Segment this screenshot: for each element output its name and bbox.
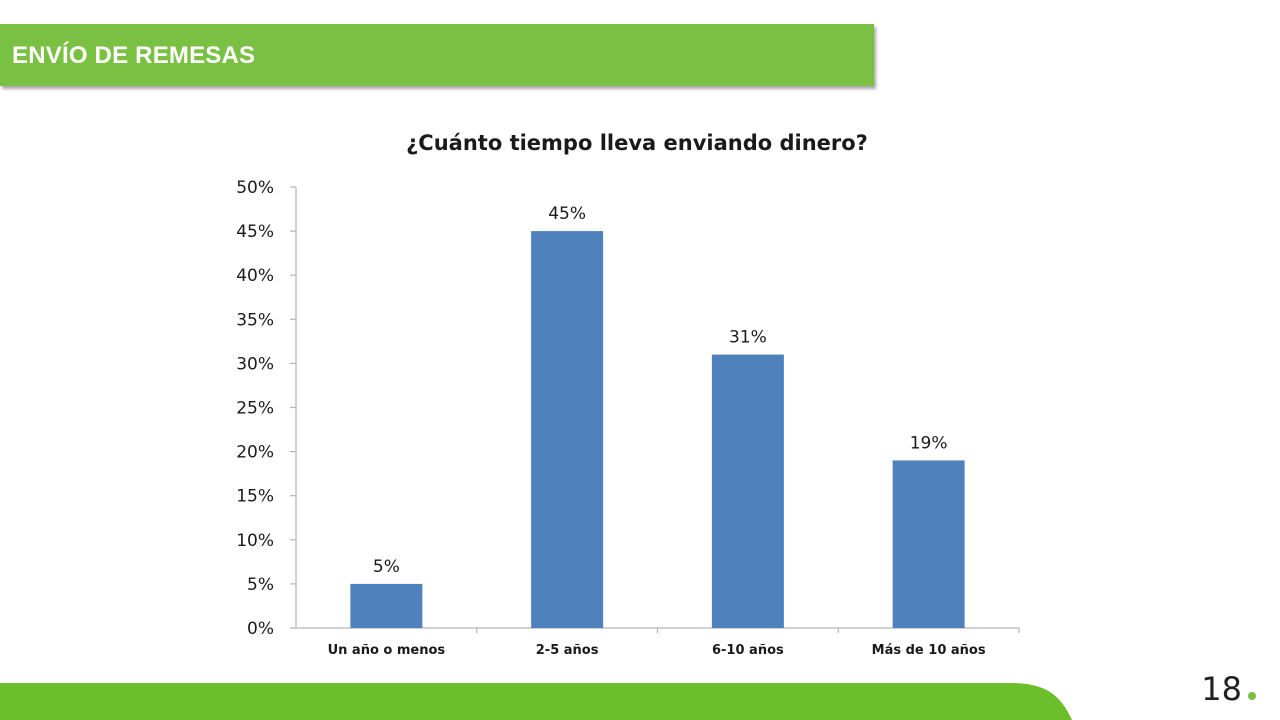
bar xyxy=(531,231,604,628)
page-number: 18 xyxy=(1201,670,1242,708)
y-tick-label: 20% xyxy=(236,443,274,463)
y-tick-label: 10% xyxy=(236,531,274,551)
x-tick-label: 2-5 años xyxy=(536,643,599,658)
chart-axes: 0% 5% 10% 15% 20% 25% 30% 35% 40% 45% 50% xyxy=(236,178,1020,639)
y-tick-label: 45% xyxy=(236,222,274,242)
y-tick-label: 40% xyxy=(236,266,274,286)
y-tick-label: 50% xyxy=(236,178,274,198)
y-tick-label: 15% xyxy=(236,487,274,507)
y-tick-label: 25% xyxy=(236,399,274,419)
y-tick-label: 30% xyxy=(236,354,274,374)
slide-title: ENVÍO DE REMESAS xyxy=(12,42,256,69)
data-label: 5% xyxy=(373,557,400,577)
bar xyxy=(711,354,784,628)
header-banner: ENVÍO DE REMESAS xyxy=(0,24,874,86)
bar-chart: ¿Cuánto tiempo lleva enviando dinero? 0%… xyxy=(236,131,1020,658)
chart-bars xyxy=(350,231,965,628)
chart-labels: 5% Un año o menos 45% 2-5 años 31% 6-10 años 1… xyxy=(328,204,986,658)
bar xyxy=(892,460,965,628)
y-tick-label: 0% xyxy=(247,619,274,639)
footer-band xyxy=(0,683,1072,720)
x-tick-label: Un año o menos xyxy=(328,643,446,658)
data-label: 45% xyxy=(548,204,586,224)
y-tick-label: 35% xyxy=(236,310,274,330)
x-tick-label: Más de 10 años xyxy=(872,643,986,658)
chart-container: ¿Cuánto tiempo lleva enviando dinero? 0%… xyxy=(236,131,1020,658)
page-number-dot xyxy=(1248,692,1256,700)
x-tick-label: 6-10 años xyxy=(712,643,784,658)
y-tick-label: 5% xyxy=(247,575,274,595)
data-label: 31% xyxy=(729,328,767,348)
bar xyxy=(350,583,423,628)
chart-title: ¿Cuánto tiempo lleva enviando dinero? xyxy=(406,131,868,155)
data-label: 19% xyxy=(910,433,948,453)
